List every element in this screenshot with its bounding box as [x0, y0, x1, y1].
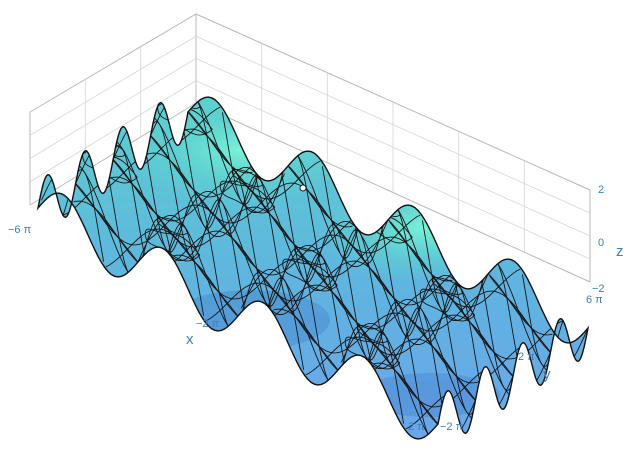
x-axis: −6 π −2 π 2 π x	[8, 224, 425, 433]
valley-shade-2	[360, 373, 500, 417]
y-axis: −2 π 2 π 6 π y	[440, 294, 603, 433]
mesh-line-29	[125, 126, 353, 228]
y-axis-label: y	[543, 366, 551, 383]
grid-left-h-2	[29, 58, 197, 159]
level-curve-7-1	[344, 336, 401, 370]
grid-back-h-1	[195, 35, 591, 214]
level-curve-7-0	[356, 324, 389, 343]
x-tick-label-3: 2 π	[408, 421, 425, 433]
x-tick-label-1: −6 π	[8, 224, 32, 236]
z-tick-label-2: 2	[598, 184, 604, 196]
level-curve-4-1	[157, 102, 213, 136]
mesh-line-47	[405, 392, 451, 430]
mesh-line-38	[105, 228, 564, 360]
highlighted-point[interactable]	[299, 184, 307, 192]
grid-left-h-1	[29, 35, 197, 136]
grid-lines	[29, 35, 591, 260]
level-curve-1-1	[282, 258, 338, 292]
mesh-line-43	[273, 308, 501, 410]
level-curve-6-0	[156, 216, 189, 235]
z-axis-label: z	[616, 243, 624, 260]
z-tick-label-0: −2	[592, 283, 605, 295]
level-curve-3-0	[431, 276, 464, 295]
z-tick-label-1: 0	[598, 237, 604, 249]
mesh-lines	[40, 97, 588, 439]
grid-left-h-3	[29, 80, 197, 183]
y-tick-label-3: 6 π	[586, 294, 603, 306]
valley-shade-1	[170, 290, 330, 350]
y-tick-label-2: 2 π	[518, 351, 535, 363]
mesh-line-44	[305, 336, 489, 408]
y-tick-label-1: −2 π	[440, 421, 464, 433]
mesh-line-41	[205, 282, 526, 384]
mesh-line-40	[173, 254, 539, 386]
mesh-line-39	[137, 214, 551, 400]
mesh-line-33	[75, 136, 489, 322]
grid-back-h-3	[195, 80, 591, 260]
grid-back-h-2	[195, 58, 591, 237]
mesh-line-42	[240, 268, 514, 424]
mesh-line-25	[175, 106, 221, 144]
level-curve-3-1	[419, 288, 476, 322]
surface-outline	[36, 96, 590, 440]
level-curve-2-1	[219, 180, 276, 214]
level-curve-1-0	[294, 246, 326, 265]
x-axis-label: x	[186, 331, 194, 348]
surface	[36, 96, 590, 440]
level-curve-0-1	[82, 150, 138, 184]
mesh-line-31	[100, 152, 421, 254]
x-tick-label-2: −2 π	[196, 318, 220, 330]
level-curve-6-1	[144, 228, 201, 262]
level-curve-2-0	[231, 168, 264, 187]
z-axis: 2 0 −2 z	[592, 184, 624, 295]
mesh-line-34	[62, 176, 521, 308]
